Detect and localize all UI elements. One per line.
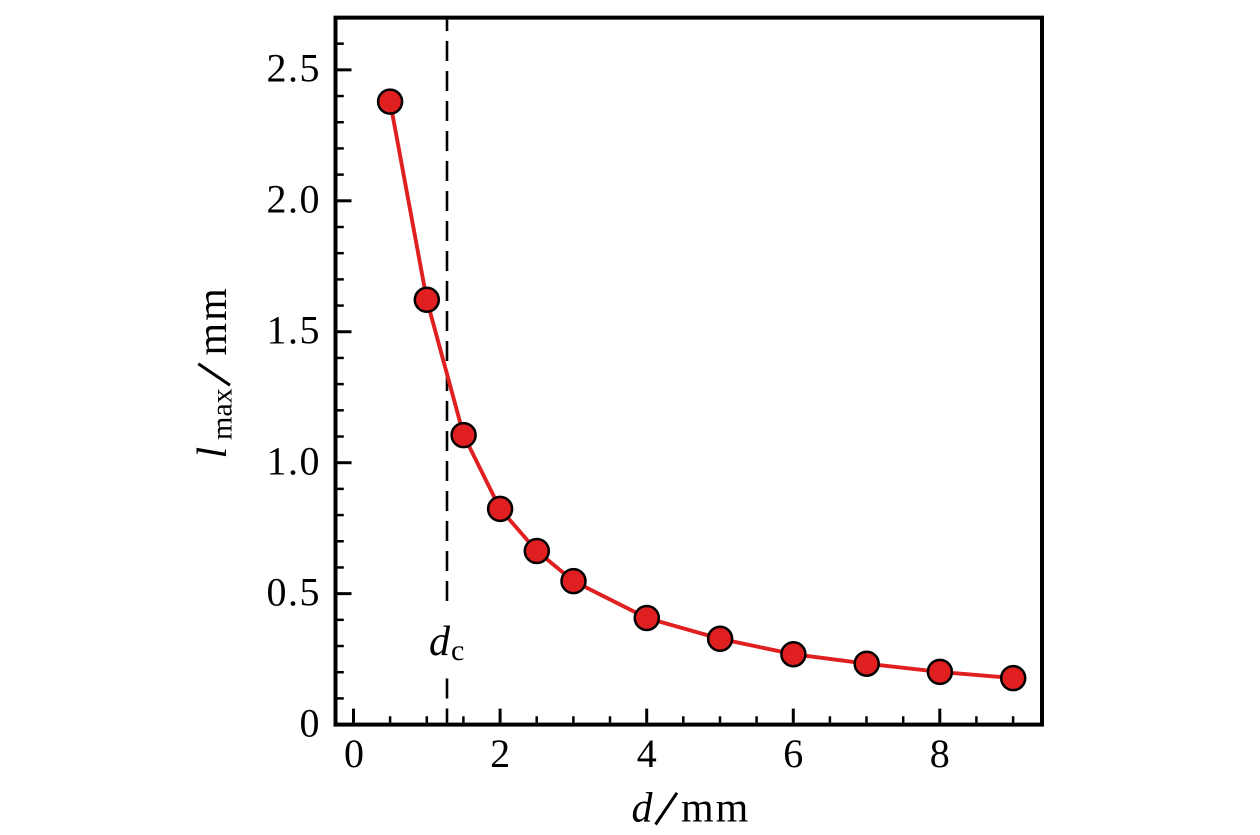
svg-text:8: 8 xyxy=(930,731,950,776)
svg-text:l: l xyxy=(190,447,236,459)
svg-text:0: 0 xyxy=(344,731,364,776)
svg-text:dc: dc xyxy=(429,619,464,667)
svg-text:mm: mm xyxy=(190,286,236,355)
svg-text:0.5: 0.5 xyxy=(267,569,322,614)
svg-text:2: 2 xyxy=(490,731,510,776)
svg-text:1.0: 1.0 xyxy=(267,438,322,483)
svg-text:6: 6 xyxy=(783,731,803,776)
svg-text:2.0: 2.0 xyxy=(267,177,322,222)
svg-text:max: max xyxy=(206,388,239,440)
svg-text:mm: mm xyxy=(681,786,750,832)
svg-text:d: d xyxy=(632,786,654,832)
svg-text:1.5: 1.5 xyxy=(267,308,322,353)
svg-text:2.5: 2.5 xyxy=(267,46,322,91)
svg-text:4: 4 xyxy=(637,731,657,776)
svg-text:0: 0 xyxy=(300,701,322,746)
